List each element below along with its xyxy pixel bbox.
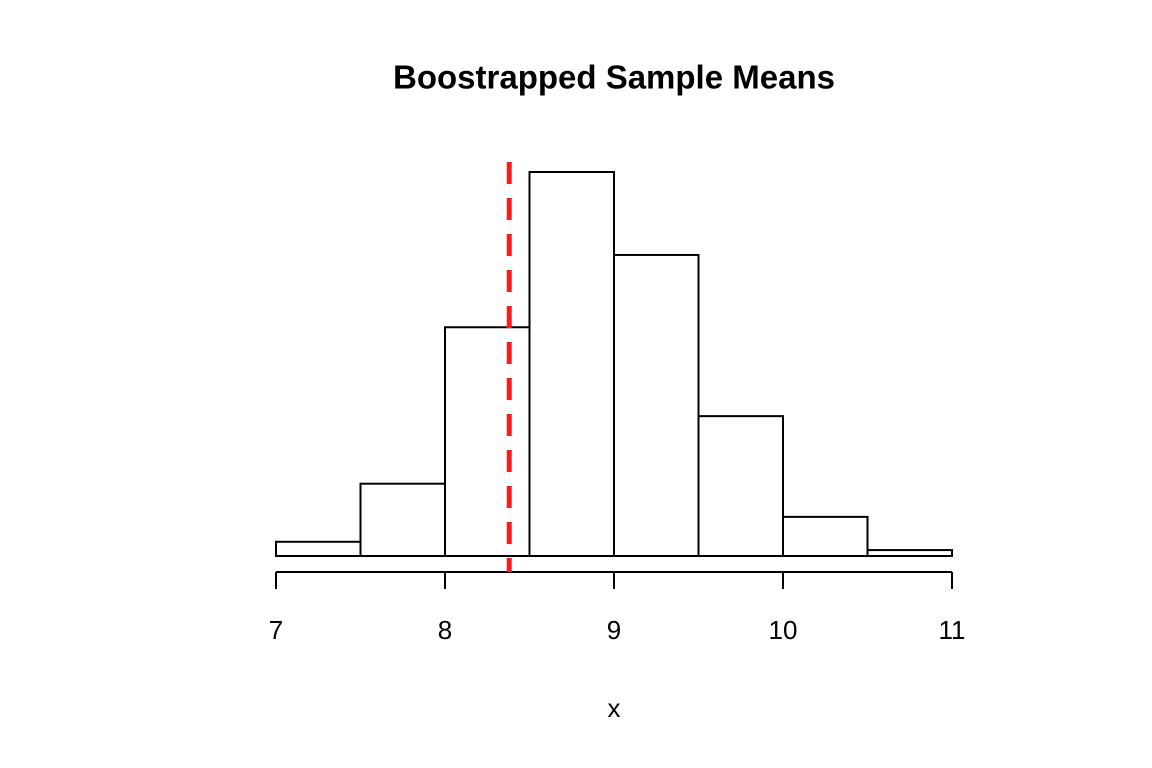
bar	[866, 549, 953, 558]
x-tick-label: 7	[269, 615, 283, 645]
x-tick-label: 8	[438, 615, 452, 645]
bar	[275, 540, 362, 557]
bar	[528, 171, 615, 557]
bar	[613, 253, 700, 558]
x-axis-label: x	[608, 693, 621, 723]
x-tick-label: 10	[769, 615, 798, 645]
bar	[359, 482, 446, 557]
x-tick-label: 9	[607, 615, 621, 645]
x-tick-label: 11	[939, 615, 966, 645]
bar	[444, 326, 531, 557]
chart-title: Boostrapped Sample Means	[393, 59, 835, 96]
bar	[782, 515, 869, 558]
bar	[697, 415, 784, 558]
